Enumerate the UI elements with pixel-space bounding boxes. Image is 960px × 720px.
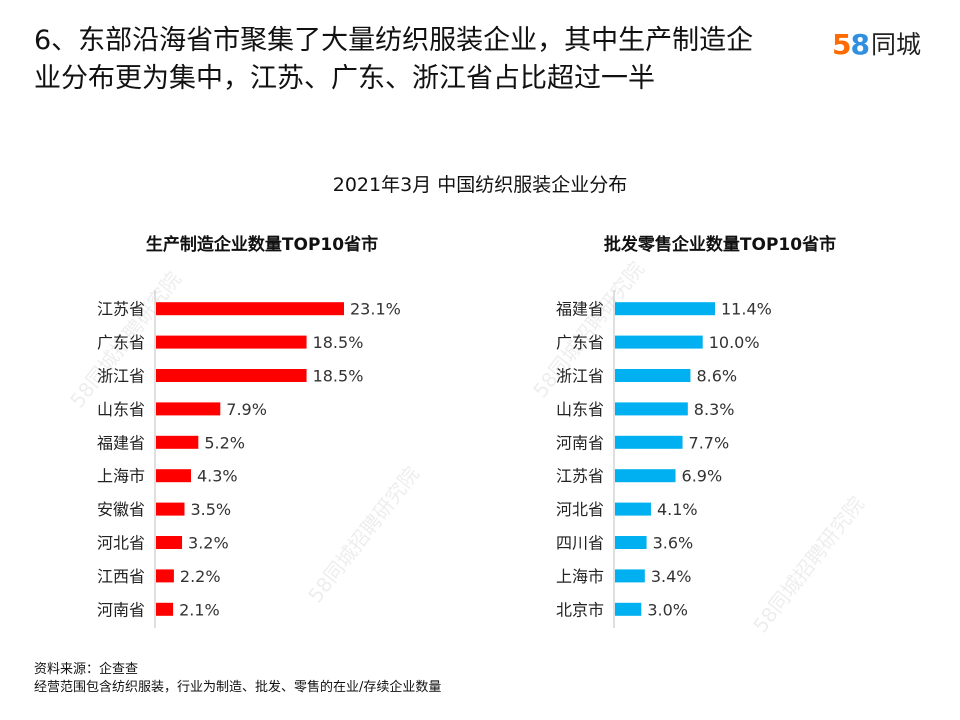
wholesale-bar <box>615 302 715 316</box>
wholesale-bar <box>615 569 645 583</box>
manufacturing-category-label: 浙江省 <box>97 367 145 386</box>
wholesale-category-label: 江苏省 <box>556 467 604 486</box>
wholesale-value-label: 3.0% <box>647 600 688 619</box>
wholesale-bar <box>615 335 703 349</box>
source-footnote: 资料来源：企查查 经营范围包含纺织服装，行业为制造、批发、零售的在业/存续企业数… <box>34 661 441 697</box>
wholesale-category-label: 河南省 <box>556 433 604 452</box>
manufacturing-bar <box>156 536 183 549</box>
wholesale-value-label: 4.1% <box>657 500 698 519</box>
manufacturing-category-label: 江西省 <box>97 567 145 586</box>
wholesale-bar <box>615 602 642 616</box>
wholesale-value-label: 7.7% <box>689 433 730 452</box>
source-line: 资料来源：企查查 <box>34 662 139 677</box>
manufacturing-chart-title: 生产制造企业数量TOP10省市 <box>145 235 379 255</box>
manufacturing-bar <box>156 402 221 416</box>
manufacturing-value-label: 18.5% <box>313 333 364 352</box>
wholesale-chart-svg: 福建省 11.4% 广东省 10.0% 浙江省 8.6% 山东省 8.3% 河南省 7.7% 江苏省… <box>556 290 772 628</box>
wholesale-chart-title: 批发零售企业数量TOP10省市 <box>603 235 837 255</box>
manufacturing-category-label: 江苏省 <box>97 300 145 319</box>
manufacturing-value-label: 7.9% <box>226 400 267 419</box>
manufacturing-category-label: 广东省 <box>97 333 145 352</box>
manufacturing-value-label: 4.3% <box>197 467 238 486</box>
brand-logo: 58 同城 <box>832 28 921 62</box>
manufacturing-bar <box>156 369 307 382</box>
chart-main-title: 2021年3月 中国纺织服装企业分布 <box>332 174 628 196</box>
wholesale-category-label: 山东省 <box>556 400 604 419</box>
wholesale-bar-chart: 福建省 11.4% 广东省 10.0% 浙江省 8.6% 山东省 8.3% 河南省 7.7% 江苏省… <box>480 290 960 635</box>
manufacturing-category-label: 上海市 <box>97 467 145 486</box>
wholesale-category-label: 福建省 <box>556 300 604 319</box>
wholesale-value-label: 10.0% <box>709 333 760 352</box>
wholesale-bar <box>615 369 691 382</box>
wholesale-value-label: 6.9% <box>682 467 723 486</box>
wholesale-category-label: 四川省 <box>556 534 604 553</box>
wholesale-bar <box>615 536 647 549</box>
wholesale-bar <box>615 402 688 416</box>
wholesale-category-label: 浙江省 <box>556 367 604 386</box>
manufacturing-category-label: 山东省 <box>97 400 145 419</box>
logo-58-mark: 58 <box>832 28 870 62</box>
page-headline: 6、东部沿海省市聚集了大量纺织服装企业，其中生产制造企 业分布更为集中，江苏、广… <box>34 22 824 98</box>
logo-digit-8: 8 <box>850 28 870 61</box>
manufacturing-category-label: 安徽省 <box>97 500 145 519</box>
manufacturing-bar <box>156 335 307 349</box>
headline-line-2: 业分布更为集中，江苏、广东、浙江省占比超过一半 <box>34 63 655 94</box>
manufacturing-value-label: 18.5% <box>313 367 364 386</box>
manufacturing-bar <box>156 469 191 483</box>
wholesale-value-label: 11.4% <box>721 300 772 319</box>
scope-note-line: 经营范围包含纺织服装，行业为制造、批发、零售的在业/存续企业数量 <box>34 680 442 695</box>
wholesale-value-label: 3.6% <box>653 534 694 553</box>
manufacturing-value-label: 2.2% <box>180 567 221 586</box>
manufacturing-value-label: 5.2% <box>204 433 245 452</box>
wholesale-value-label: 3.4% <box>651 567 692 586</box>
manufacturing-value-label: 3.5% <box>190 500 231 519</box>
wholesale-value-label: 8.3% <box>694 400 735 419</box>
manufacturing-bar <box>156 302 344 316</box>
manufacturing-chart-svg: 江苏省 23.1% 广东省 18.5% 浙江省 18.5% 山东省 7.9% 福建省 5.2% 上海… <box>97 290 401 628</box>
manufacturing-bar <box>156 502 185 516</box>
manufacturing-value-label: 2.1% <box>179 600 220 619</box>
logo-digit-5: 5 <box>832 28 852 61</box>
manufacturing-bar <box>156 569 174 583</box>
wholesale-bar <box>615 435 683 449</box>
manufacturing-value-label: 3.2% <box>188 534 229 553</box>
manufacturing-bar-chart: 江苏省 23.1% 广东省 18.5% 浙江省 18.5% 山东省 7.9% 福建省 5.2% 上海… <box>0 290 480 635</box>
wholesale-category-label: 北京市 <box>556 600 604 619</box>
logo-text: 同城 <box>870 30 921 59</box>
wholesale-bar <box>615 469 676 483</box>
headline-line-1: 6、东部沿海省市聚集了大量纺织服装企业，其中生产制造企 <box>34 25 754 56</box>
wholesale-category-label: 上海市 <box>556 567 604 586</box>
wholesale-value-label: 8.6% <box>696 367 737 386</box>
manufacturing-bar <box>156 435 199 449</box>
manufacturing-category-label: 福建省 <box>97 433 145 452</box>
manufacturing-category-label: 河南省 <box>97 600 145 619</box>
wholesale-bar <box>615 502 651 516</box>
manufacturing-category-label: 河北省 <box>97 534 145 553</box>
wholesale-category-label: 河北省 <box>556 500 604 519</box>
manufacturing-value-label: 23.1% <box>350 300 401 319</box>
wholesale-category-label: 广东省 <box>556 333 604 352</box>
manufacturing-bar <box>156 602 174 616</box>
